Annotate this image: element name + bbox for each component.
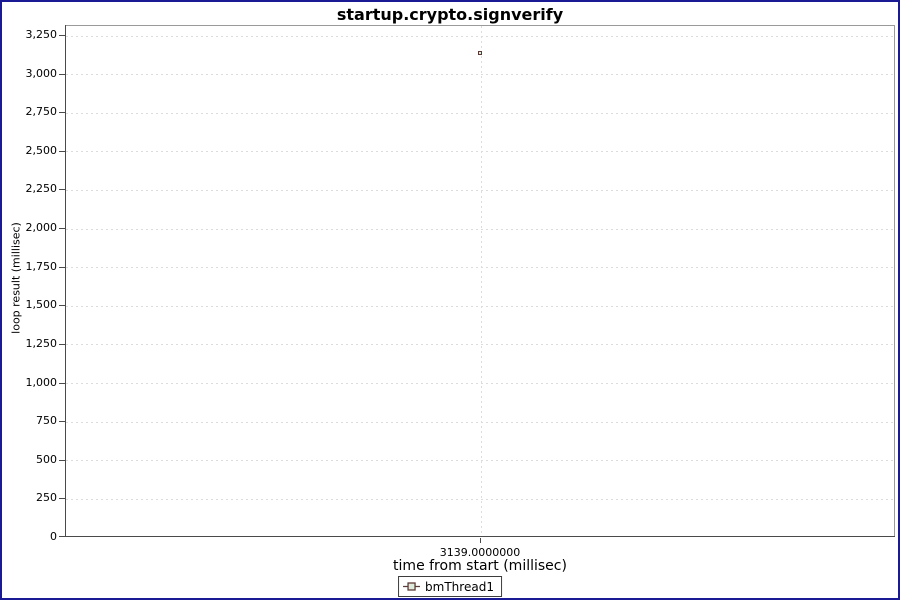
y-tick-mark	[59, 112, 65, 114]
y-tick-label: 1,000	[25, 375, 58, 389]
y-tick-mark	[59, 459, 65, 461]
gridline-horizontal	[66, 305, 894, 307]
y-tick-mark	[59, 73, 65, 75]
gridline-horizontal	[66, 151, 894, 153]
gridline-horizontal	[66, 112, 894, 114]
y-tick-mark	[59, 305, 65, 307]
gridline-horizontal	[66, 189, 894, 191]
series-marker-icon	[403, 582, 421, 591]
gridline-horizontal	[66, 228, 894, 230]
gridline-vertical	[480, 26, 482, 536]
y-tick-mark	[59, 421, 65, 423]
y-tick-mark	[59, 189, 65, 191]
gridline-horizontal	[66, 267, 894, 269]
legend-item-label: bmThread1	[425, 579, 494, 594]
gridline-horizontal	[66, 498, 894, 500]
y-tick-label: 2,250	[25, 182, 58, 196]
y-tick-mark	[59, 150, 65, 152]
y-tick-mark	[59, 498, 65, 500]
y-tick-label: 1,500	[25, 298, 58, 312]
y-tick-label: 250	[36, 491, 57, 505]
x-tick-mark	[479, 538, 481, 543]
y-tick-label: 2,000	[25, 221, 58, 235]
x-tick-label: 3139.0000000	[439, 546, 521, 559]
plot-area[interactable]	[65, 25, 895, 537]
x-axis-title: time from start (millisec)	[393, 558, 567, 574]
y-tick-label: 2,500	[25, 143, 58, 157]
gridline-horizontal	[66, 344, 894, 346]
y-tick-mark	[59, 35, 65, 37]
y-tick-mark	[59, 536, 65, 537]
y-tick-label: 3,250	[25, 28, 58, 42]
gridline-horizontal	[66, 421, 894, 423]
y-axis-title: loop result (millisec)	[9, 222, 23, 334]
x-axis-line	[65, 536, 895, 537]
y-tick-label: 2,750	[25, 105, 58, 119]
y-tick-mark	[59, 228, 65, 230]
gridline-horizontal	[66, 35, 894, 37]
gridline-horizontal	[66, 383, 894, 385]
y-tick-label: 3,000	[25, 66, 58, 80]
y-tick-mark	[59, 382, 65, 384]
y-tick-label: 1,250	[25, 336, 58, 350]
chart-title: startup.crypto.signverify	[336, 5, 564, 24]
y-axis-line	[65, 25, 66, 537]
y-tick-label: 0	[50, 530, 57, 543]
y-tick-label: 500	[36, 452, 57, 466]
y-tick-label: 750	[36, 414, 57, 428]
legend-item[interactable]: bmThread1	[398, 576, 502, 597]
y-tick-mark	[59, 266, 65, 268]
y-tick-label: 1,750	[25, 259, 58, 273]
y-tick-mark	[59, 343, 65, 345]
data-point-marker	[477, 50, 482, 55]
gridline-horizontal	[66, 460, 894, 462]
gridline-horizontal	[66, 74, 894, 76]
legend-marker-square	[407, 582, 416, 591]
